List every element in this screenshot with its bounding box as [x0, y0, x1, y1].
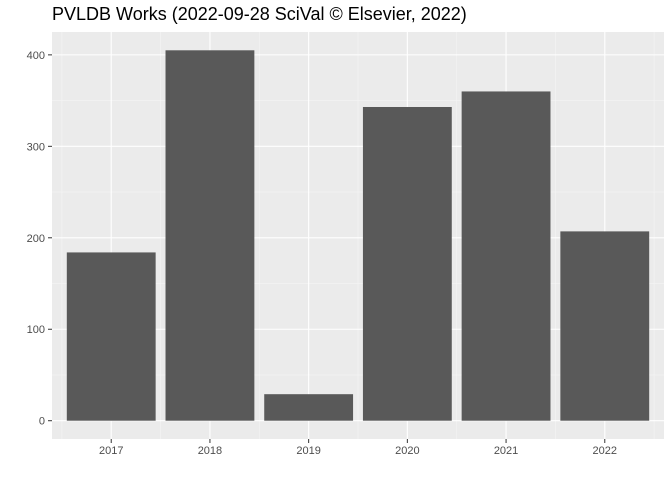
bar-2019	[264, 394, 354, 421]
minor-gridlines	[52, 32, 664, 439]
bar-2022	[560, 231, 650, 421]
y-tick-label: 100	[27, 324, 45, 336]
x-tick-label: 2019	[296, 445, 320, 457]
x-axis: 2017 2018 2019 2020 2021 2022	[99, 439, 617, 457]
bar-2018	[165, 50, 255, 421]
x-tick-label: 2020	[395, 445, 419, 457]
x-tick-label: 2021	[494, 445, 518, 457]
bar-2021	[461, 91, 551, 421]
x-tick-label: 2018	[198, 445, 222, 457]
chart-title: PVLDB Works (2022-09-28 SciVal © Elsevie…	[52, 4, 467, 24]
y-axis: 0 100 200 300 400	[27, 50, 52, 428]
bars	[66, 50, 650, 421]
x-tick-label: 2017	[99, 445, 123, 457]
y-tick-label: 400	[27, 50, 45, 62]
y-tick-label: 300	[27, 141, 45, 153]
bar-2017	[66, 252, 156, 421]
y-tick-label: 0	[39, 416, 45, 428]
x-tick-label: 2022	[593, 445, 617, 457]
y-tick-label: 200	[27, 233, 45, 245]
bar-2020	[362, 106, 452, 421]
